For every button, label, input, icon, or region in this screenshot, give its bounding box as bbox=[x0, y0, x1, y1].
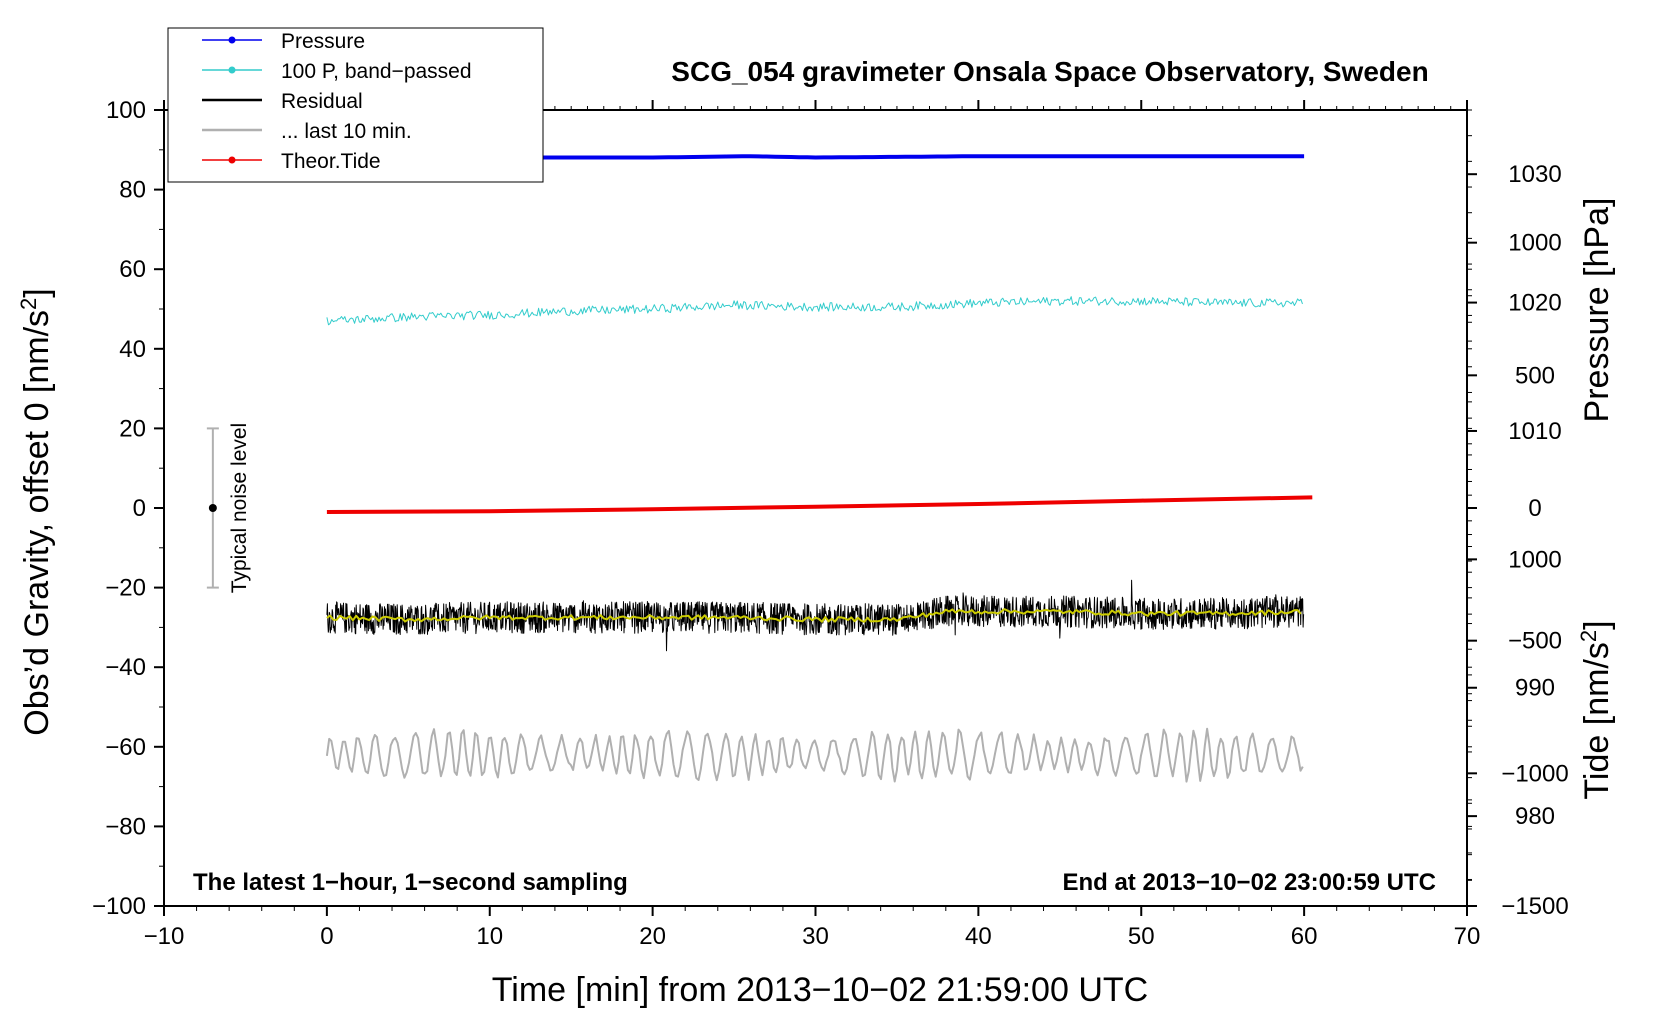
tide-tick-label: 500 bbox=[1515, 362, 1555, 389]
noise-bar-label: Typical noise level bbox=[228, 423, 251, 593]
y-axis-label-main: Obs’d Gravity, offset 0 [nm/s bbox=[18, 310, 56, 736]
pressure-tick-label: 990 bbox=[1515, 675, 1555, 702]
series-layer bbox=[325, 154, 1313, 783]
x-tick-label: 30 bbox=[802, 923, 829, 950]
x-tick-label: 0 bbox=[320, 923, 333, 950]
series-residual-smoothed-line bbox=[326, 608, 1302, 623]
legend: Pressure 100 P, band−passed Residual ... la… bbox=[167, 27, 544, 183]
series-residual-line bbox=[326, 579, 1305, 652]
x-tick-label: 70 bbox=[1454, 923, 1481, 950]
y-tick-label: 20 bbox=[119, 415, 146, 442]
x-tick-label: 40 bbox=[965, 923, 992, 950]
y-tick-label: −80 bbox=[105, 813, 146, 840]
y-tick-label: 0 bbox=[133, 495, 146, 522]
end-time-note: End at 2013−10−02 23:00:59 UTC bbox=[1062, 869, 1436, 896]
x-tick-label: 10 bbox=[476, 923, 503, 950]
sampling-note: The latest 1−hour, 1−second sampling bbox=[193, 869, 628, 896]
tide-tick-label: 0 bbox=[1528, 495, 1541, 522]
legend-swatch-dot bbox=[228, 66, 236, 74]
pressure-tick-label: 1020 bbox=[1508, 290, 1561, 317]
x-axis-label: Time [min] from 2013−10−02 21:59:00 UTC bbox=[492, 971, 1148, 1009]
y-axis-label-sup: 2 bbox=[16, 298, 41, 310]
pressure-tick-label: 1010 bbox=[1508, 418, 1561, 445]
legend-label: 100 P, band−passed bbox=[281, 60, 472, 83]
tide-axis: 1000 500 0 −500 −1000 −1500 bbox=[1467, 230, 1569, 920]
legend-swatch-dot bbox=[228, 156, 236, 164]
pressure-tick-label: 1030 bbox=[1508, 161, 1561, 188]
legend-label: Theor.Tide bbox=[281, 150, 381, 173]
noise-bar: Typical noise level bbox=[206, 423, 251, 593]
legend-box bbox=[167, 27, 544, 183]
tide-axis-label-main: Tide [nm/s bbox=[1578, 642, 1616, 799]
chart-title: SCG_054 gravimeter Onsala Space Observat… bbox=[671, 56, 1428, 87]
tide-axis-label: Tide [nm/s2] bbox=[1576, 620, 1616, 799]
tide-axis-label-sup: 2 bbox=[1576, 630, 1601, 642]
pressure-axis-label: Pressure [hPa] bbox=[1578, 198, 1616, 423]
noise-bar-center-dot bbox=[208, 504, 217, 512]
legend-label: ... last 10 min. bbox=[281, 120, 412, 143]
y-axis-label-close: ] bbox=[18, 288, 56, 297]
tide-tick-label: −1000 bbox=[1501, 760, 1568, 787]
y-tick-label: −20 bbox=[105, 575, 146, 602]
y-tick-label: −40 bbox=[105, 654, 146, 681]
y-tick-label: 80 bbox=[119, 177, 146, 204]
pressure-tick-label: 1000 bbox=[1508, 546, 1561, 573]
x-tick-label: 60 bbox=[1291, 923, 1318, 950]
x-axis: −10 0 10 20 30 40 50 60 70 bbox=[144, 100, 1481, 950]
legend-swatch-dot bbox=[228, 36, 236, 44]
y-axis: 100 80 60 40 20 0 −20 −40 −60 −80 −100 bbox=[92, 97, 164, 920]
y-axis-label: Obs’d Gravity, offset 0 [nm/s2] bbox=[16, 288, 56, 735]
legend-label: Residual bbox=[281, 90, 363, 113]
tide-tick-label: −1500 bbox=[1501, 893, 1568, 920]
tide-tick-label: 1000 bbox=[1508, 230, 1561, 257]
x-tick-label: 50 bbox=[1128, 923, 1155, 950]
y-tick-label: −60 bbox=[105, 734, 146, 761]
y-tick-label: 100 bbox=[106, 97, 146, 124]
tide-tick-label: −500 bbox=[1508, 628, 1562, 655]
pressure-axis: 1030 1020 1010 1000 990 980 bbox=[1467, 109, 1562, 881]
y-tick-label: −100 bbox=[92, 893, 146, 920]
pressure-tick-label: 980 bbox=[1515, 803, 1555, 830]
x-tick-label: −10 bbox=[144, 923, 185, 950]
tide-axis-label-close: ] bbox=[1578, 620, 1616, 629]
y-tick-label: 60 bbox=[119, 256, 146, 283]
series-band-passed-line bbox=[326, 296, 1303, 326]
series-theoretical-tide-line bbox=[326, 495, 1313, 514]
y-tick-label: 40 bbox=[119, 336, 146, 363]
legend-label: Pressure bbox=[281, 30, 365, 53]
series-last-10-min-line bbox=[325, 727, 1304, 783]
x-tick-label: 20 bbox=[639, 923, 666, 950]
